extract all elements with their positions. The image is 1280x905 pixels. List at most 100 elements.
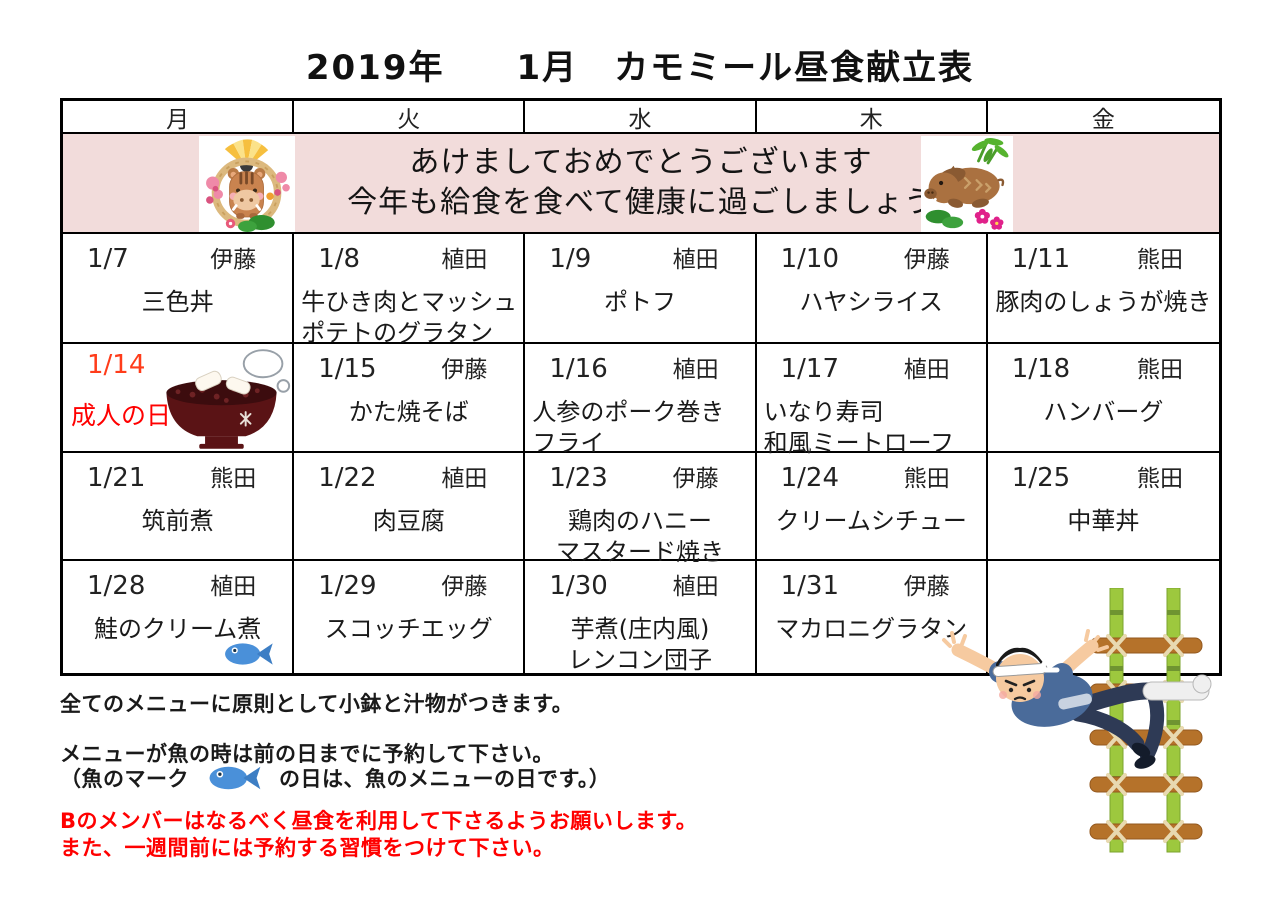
menu-cell-jan28: 1/28 植田 鮭のクリーム煮 [63,561,295,673]
menu-line: マカロニグラタン [775,615,968,643]
boar [924,165,1005,208]
cell-staff-name: 伊藤 [210,247,257,273]
menu-line: マスタード焼き [555,537,724,566]
holiday-cell-jan14: 1/14 成人の日 [63,344,295,453]
menu-line: かた焼そば [348,398,469,426]
cell-date: 1/29 [318,571,377,601]
cell-date: 1/7 [87,244,129,274]
menu-cell-jan31: 1/31 伊藤 マカロニグラタン [757,561,988,673]
cell-staff-name: 熊田 [1136,247,1183,273]
cell-date: 1/28 [87,571,146,601]
cell-menu: 牛ひき肉とマッシュ ポテトのグラタン [294,287,523,348]
mochi [225,376,251,395]
notice-b-members: Bのメンバーはなるべく昼食を利用して下さるようお願いします。 また、一週間前には… [60,808,697,863]
day-header-thursday: 木 [756,101,988,134]
menu-line: スコッチエッグ [324,615,493,643]
cell-staff-name: 熊田 [210,466,257,492]
cell-staff-name: 植田 [672,357,719,383]
fish-icon [209,766,261,790]
cell-staff-name: 植田 [210,574,257,600]
menu-line: 肉豆腐 [372,507,445,535]
cell-staff-name: 伊藤 [672,466,719,492]
cell-menu: 肉豆腐 [294,506,523,537]
cell-date: 1/21 [87,463,146,493]
menu-line: ポトフ [603,288,676,316]
cell-date: 1/11 [1011,244,1071,274]
cell-date: 1/10 [780,244,839,274]
menu-cell-jan29: 1/29 伊藤 スコッチエッグ [294,561,526,673]
steam [242,349,291,393]
menu-line: 和風ミートローフ [763,428,955,457]
cell-staff-name: 伊藤 [441,574,488,600]
angry-brows [1004,679,1036,687]
cell-staff-name: 熊田 [903,466,950,492]
tie-rope [1142,681,1210,701]
mochi [195,370,222,392]
cell-date: 1/23 [549,463,608,493]
note-side-dishes: 全てのメニューに原則として小鉢と汁物がつきます。 [60,692,574,716]
plum-blossoms-right [266,171,290,200]
cell-menu: いなり寿司 和風ミートローフ [757,397,986,458]
cell-date: 1/17 [780,354,839,384]
banner-line-1: あけましておめでとうございます [409,145,873,181]
day-header-tuesday: 火 [294,101,526,134]
new-year-banner: あけましておめでとうございます 今年も給食を食べて健康に過ごしましょう [63,134,1219,234]
bamboo-leaves [971,138,1009,165]
cell-menu: 人参のポーク巻き フライ [525,397,754,458]
menu-line: 筑前煮 [141,507,214,535]
menu-line: 鮭のクリーム煮 [93,615,262,643]
menu-cell-jan18: 1/18 熊田 ハンバーグ [987,344,1219,453]
cell-menu: クリームシチュー [757,506,986,537]
menu-line: 三色丼 [141,288,214,316]
note-fish-reservation: メニューが魚の時は前の日までに予約して下さい。 [60,742,554,766]
cell-staff-name: 植田 [441,466,488,492]
boar-wreath-illustration [199,136,295,232]
pine-sprigs [225,215,275,232]
ladder-performer [942,629,1212,769]
waist-sash [1058,693,1092,710]
firefighter-ladder-illustration [940,587,1235,878]
cell-date: 1/24 [780,463,839,493]
cell-date: 1/25 [1011,463,1071,493]
menu-line: いなり寿司 [763,398,884,426]
menu-line: 人参のポーク巻き [532,398,725,426]
foot [1131,742,1151,758]
cell-date: 1/18 [1011,354,1071,384]
cell-menu: マカロニグラタン [757,614,986,645]
menu-line: クリームシチュー [775,507,967,535]
pine-sprig [925,209,964,229]
menu-cell-jan21: 1/21 熊田 筑前煮 [63,453,295,561]
plum-flowers [974,208,1004,230]
note-fish-marker: （魚のマーク の日は、魚のメニューの日です。） [60,762,610,794]
menu-line: ポテトのグラタン [301,318,494,347]
cell-staff-name: 熊田 [1136,357,1183,383]
cell-menu: 豚肉のしょうが焼き [988,287,1219,318]
hair [996,647,1044,676]
cell-staff-name: 熊田 [1136,466,1183,492]
menu-cell-jan16: 1/16 植田 人参のポーク巻き フライ [525,344,757,457]
menu-cell-jan15: 1/15 伊藤 かた焼そば [294,344,526,453]
menu-cell-jan22: 1/22 植田 肉豆腐 [294,453,526,561]
cell-date: 1/22 [318,463,377,493]
menu-cell-jan10: 1/10 伊藤 ハヤシライス [756,234,988,344]
foot [1134,755,1156,769]
menu-line: ハンバーグ [1043,398,1164,426]
boar-body [227,168,266,219]
oshiruko-bowl-illustration [166,349,291,449]
cell-date: 1/14 [87,350,146,380]
cell-date: 1/9 [549,244,592,274]
menu-line: 豚肉のしょうが焼き [995,288,1212,316]
menu-line: 鶏肉のハニー [567,507,712,535]
running-boar-illustration [921,136,1013,232]
cell-staff-name: 伊藤 [903,247,950,273]
cell-date: 1/8 [318,244,361,274]
holiday-label: 成人の日 [71,401,172,430]
cell-staff-name: 伊藤 [441,357,488,383]
fish-icon [225,643,273,665]
menu-cell-jan11: 1/11 熊田 豚肉のしょうが焼き [987,234,1219,344]
cell-menu: スコッチエッグ [294,614,523,645]
day-header-monday: 月 [63,101,295,134]
cell-date: 1/31 [780,571,839,601]
note-fish-suffix: の日は、魚のメニューの日です。） [279,767,611,791]
menu-line: フライ [532,428,605,457]
